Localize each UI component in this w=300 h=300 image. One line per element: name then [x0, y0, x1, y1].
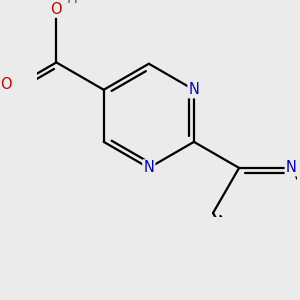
Text: O: O — [0, 77, 12, 92]
Text: H: H — [67, 0, 78, 6]
Text: N: N — [286, 160, 297, 175]
Text: N: N — [188, 82, 200, 97]
Text: N: N — [143, 160, 154, 175]
Text: O: O — [51, 2, 62, 17]
